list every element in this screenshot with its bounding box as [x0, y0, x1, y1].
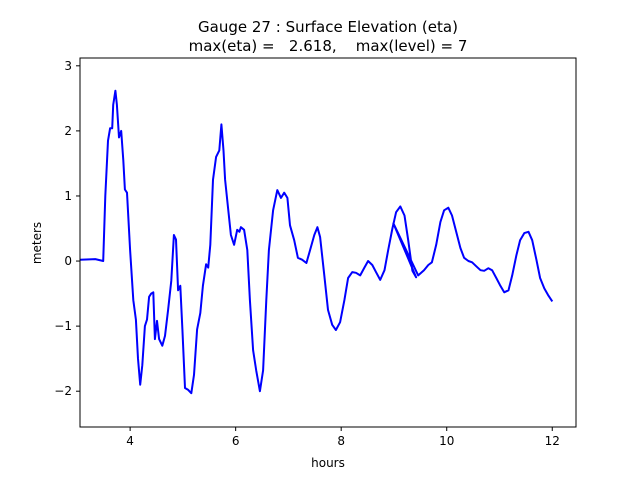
x-tick-label: 10	[439, 434, 454, 448]
chart-subtitle: max(eta) = 2.618, max(level) = 7	[189, 37, 468, 55]
chart-title: Gauge 27 : Surface Elevation (eta)	[198, 18, 458, 36]
x-tick-label: 8	[337, 434, 345, 448]
x-axis-label: hours	[311, 456, 345, 470]
y-tick-label: −1	[54, 319, 72, 333]
x-tick-label: 6	[232, 434, 240, 448]
y-axis-label: meters	[30, 222, 44, 264]
plot-frame	[79, 57, 577, 428]
x-tick-label: 4	[126, 434, 134, 448]
y-tick-label: 0	[64, 254, 72, 268]
eta-series-line	[80, 89, 554, 395]
y-tick-label: 1	[64, 189, 72, 203]
y-tick-label: 2	[64, 124, 72, 138]
x-tick-label: 12	[545, 434, 560, 448]
y-tick-label: 3	[64, 59, 72, 73]
y-tick-label: −2	[54, 384, 72, 398]
